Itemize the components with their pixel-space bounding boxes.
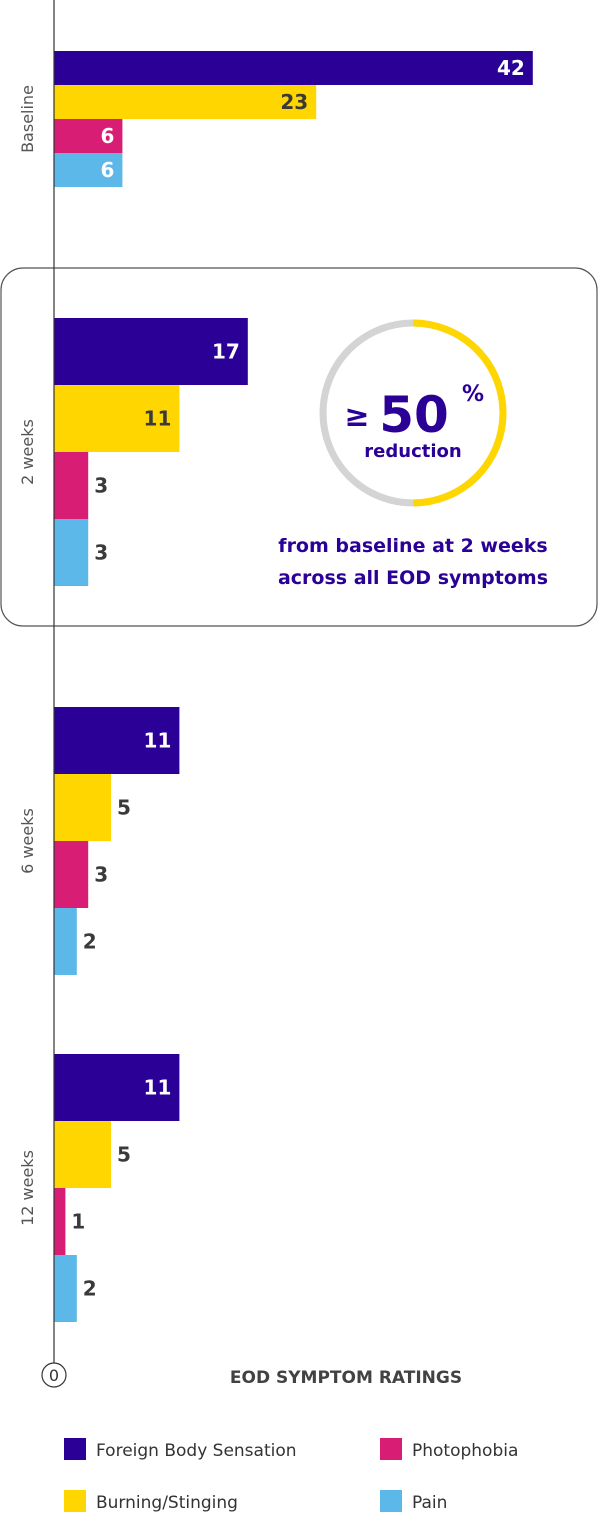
callout-sign: ≥	[344, 399, 369, 434]
bar-baseline-foreign-body-sensation	[54, 51, 533, 85]
x-origin-circle	[41, 1362, 67, 1388]
bar-2-weeks-photophobia	[54, 452, 89, 519]
x-origin-label: 0	[49, 1366, 59, 1385]
x-axis-label: EOD SYMPTOM RATINGS	[230, 1368, 462, 1388]
legend-label-foreign-body-sensation: Foreign Body Sensation	[96, 1441, 297, 1461]
reduction-callout: ≥ 50 % reduction from baseline at 2 week…	[278, 319, 548, 589]
bar-baseline-pain	[54, 153, 123, 187]
callout-line-1: from baseline at 2 weeks	[278, 535, 547, 557]
value-label-baseline-pain: 6	[100, 158, 114, 182]
bar-2-weeks-burning-stinging	[54, 385, 180, 452]
bar-6-weeks-foreign-body-sensation	[54, 707, 180, 774]
group-label-2-weeks: 2 weeks	[18, 419, 37, 485]
callout-ring-fill	[412, 319, 507, 507]
highlight-box-2-weeks	[0, 267, 598, 627]
legend-swatch-burning-stinging	[64, 1490, 86, 1512]
bar-12-weeks-burning-stinging	[54, 1121, 111, 1188]
bar-6-weeks-photophobia	[54, 841, 89, 908]
value-label-2-weeks-burning-stinging: 11	[144, 407, 172, 431]
value-label-2-weeks-photophobia: 3	[94, 474, 108, 498]
value-label-6-weeks-burning-stinging: 5	[117, 796, 131, 820]
legend-label-photophobia: Photophobia	[412, 1441, 518, 1461]
value-label-baseline-foreign-body-sensation: 42	[497, 56, 525, 80]
value-label-6-weeks-photophobia: 3	[94, 863, 108, 887]
value-label-6-weeks-pain: 2	[83, 930, 97, 954]
bar-2-weeks-foreign-body-sensation	[54, 318, 248, 385]
value-label-2-weeks-foreign-body-sensation: 17	[212, 340, 240, 364]
legend: Foreign Body Sensation Burning/Stinging Ph…	[64, 1438, 518, 1513]
callout-number: 50	[379, 386, 449, 444]
legend-swatch-foreign-body-sensation	[64, 1438, 86, 1460]
group-label-12-weeks: 12 weeks	[18, 1150, 37, 1226]
bar-6-weeks-pain	[54, 908, 77, 975]
legend-label-pain: Pain	[412, 1493, 447, 1513]
legend-swatch-pain	[380, 1490, 402, 1512]
bar-12-weeks-photophobia	[54, 1188, 66, 1255]
bar-2-weeks-pain	[54, 519, 89, 586]
bar-baseline-photophobia	[54, 119, 123, 153]
value-label-12-weeks-foreign-body-sensation: 11	[144, 1076, 172, 1100]
group-labels: Baseline 2 weeks 6 weeks 12 weeks	[18, 85, 37, 1226]
group-label-6-weeks: 6 weeks	[18, 808, 37, 874]
value-label-baseline-photophobia: 6	[100, 124, 114, 148]
legend-swatch-photophobia	[380, 1438, 402, 1460]
value-label-2-weeks-pain: 3	[94, 541, 108, 565]
group-label-baseline: Baseline	[18, 85, 37, 153]
bar-6-weeks-burning-stinging	[54, 774, 111, 841]
callout-percent: %	[462, 382, 484, 407]
legend-label-burning-stinging: Burning/Stinging	[96, 1493, 238, 1513]
bar-12-weeks-foreign-body-sensation	[54, 1054, 180, 1121]
bars-layer: 42 23 6 6 17 11 3 3 11 5 3 2 11 5 1 2	[54, 51, 533, 1322]
callout-line-2: across all EOD symptoms	[278, 567, 548, 589]
value-label-12-weeks-burning-stinging: 5	[117, 1143, 131, 1167]
value-label-12-weeks-pain: 2	[83, 1277, 97, 1301]
bar-12-weeks-pain	[54, 1255, 77, 1322]
value-label-12-weeks-photophobia: 1	[71, 1210, 85, 1234]
bar-baseline-burning-stinging	[54, 85, 317, 119]
callout-word: reduction	[364, 441, 461, 462]
value-label-baseline-burning-stinging: 23	[280, 90, 308, 114]
value-label-6-weeks-foreign-body-sensation: 11	[144, 729, 172, 753]
